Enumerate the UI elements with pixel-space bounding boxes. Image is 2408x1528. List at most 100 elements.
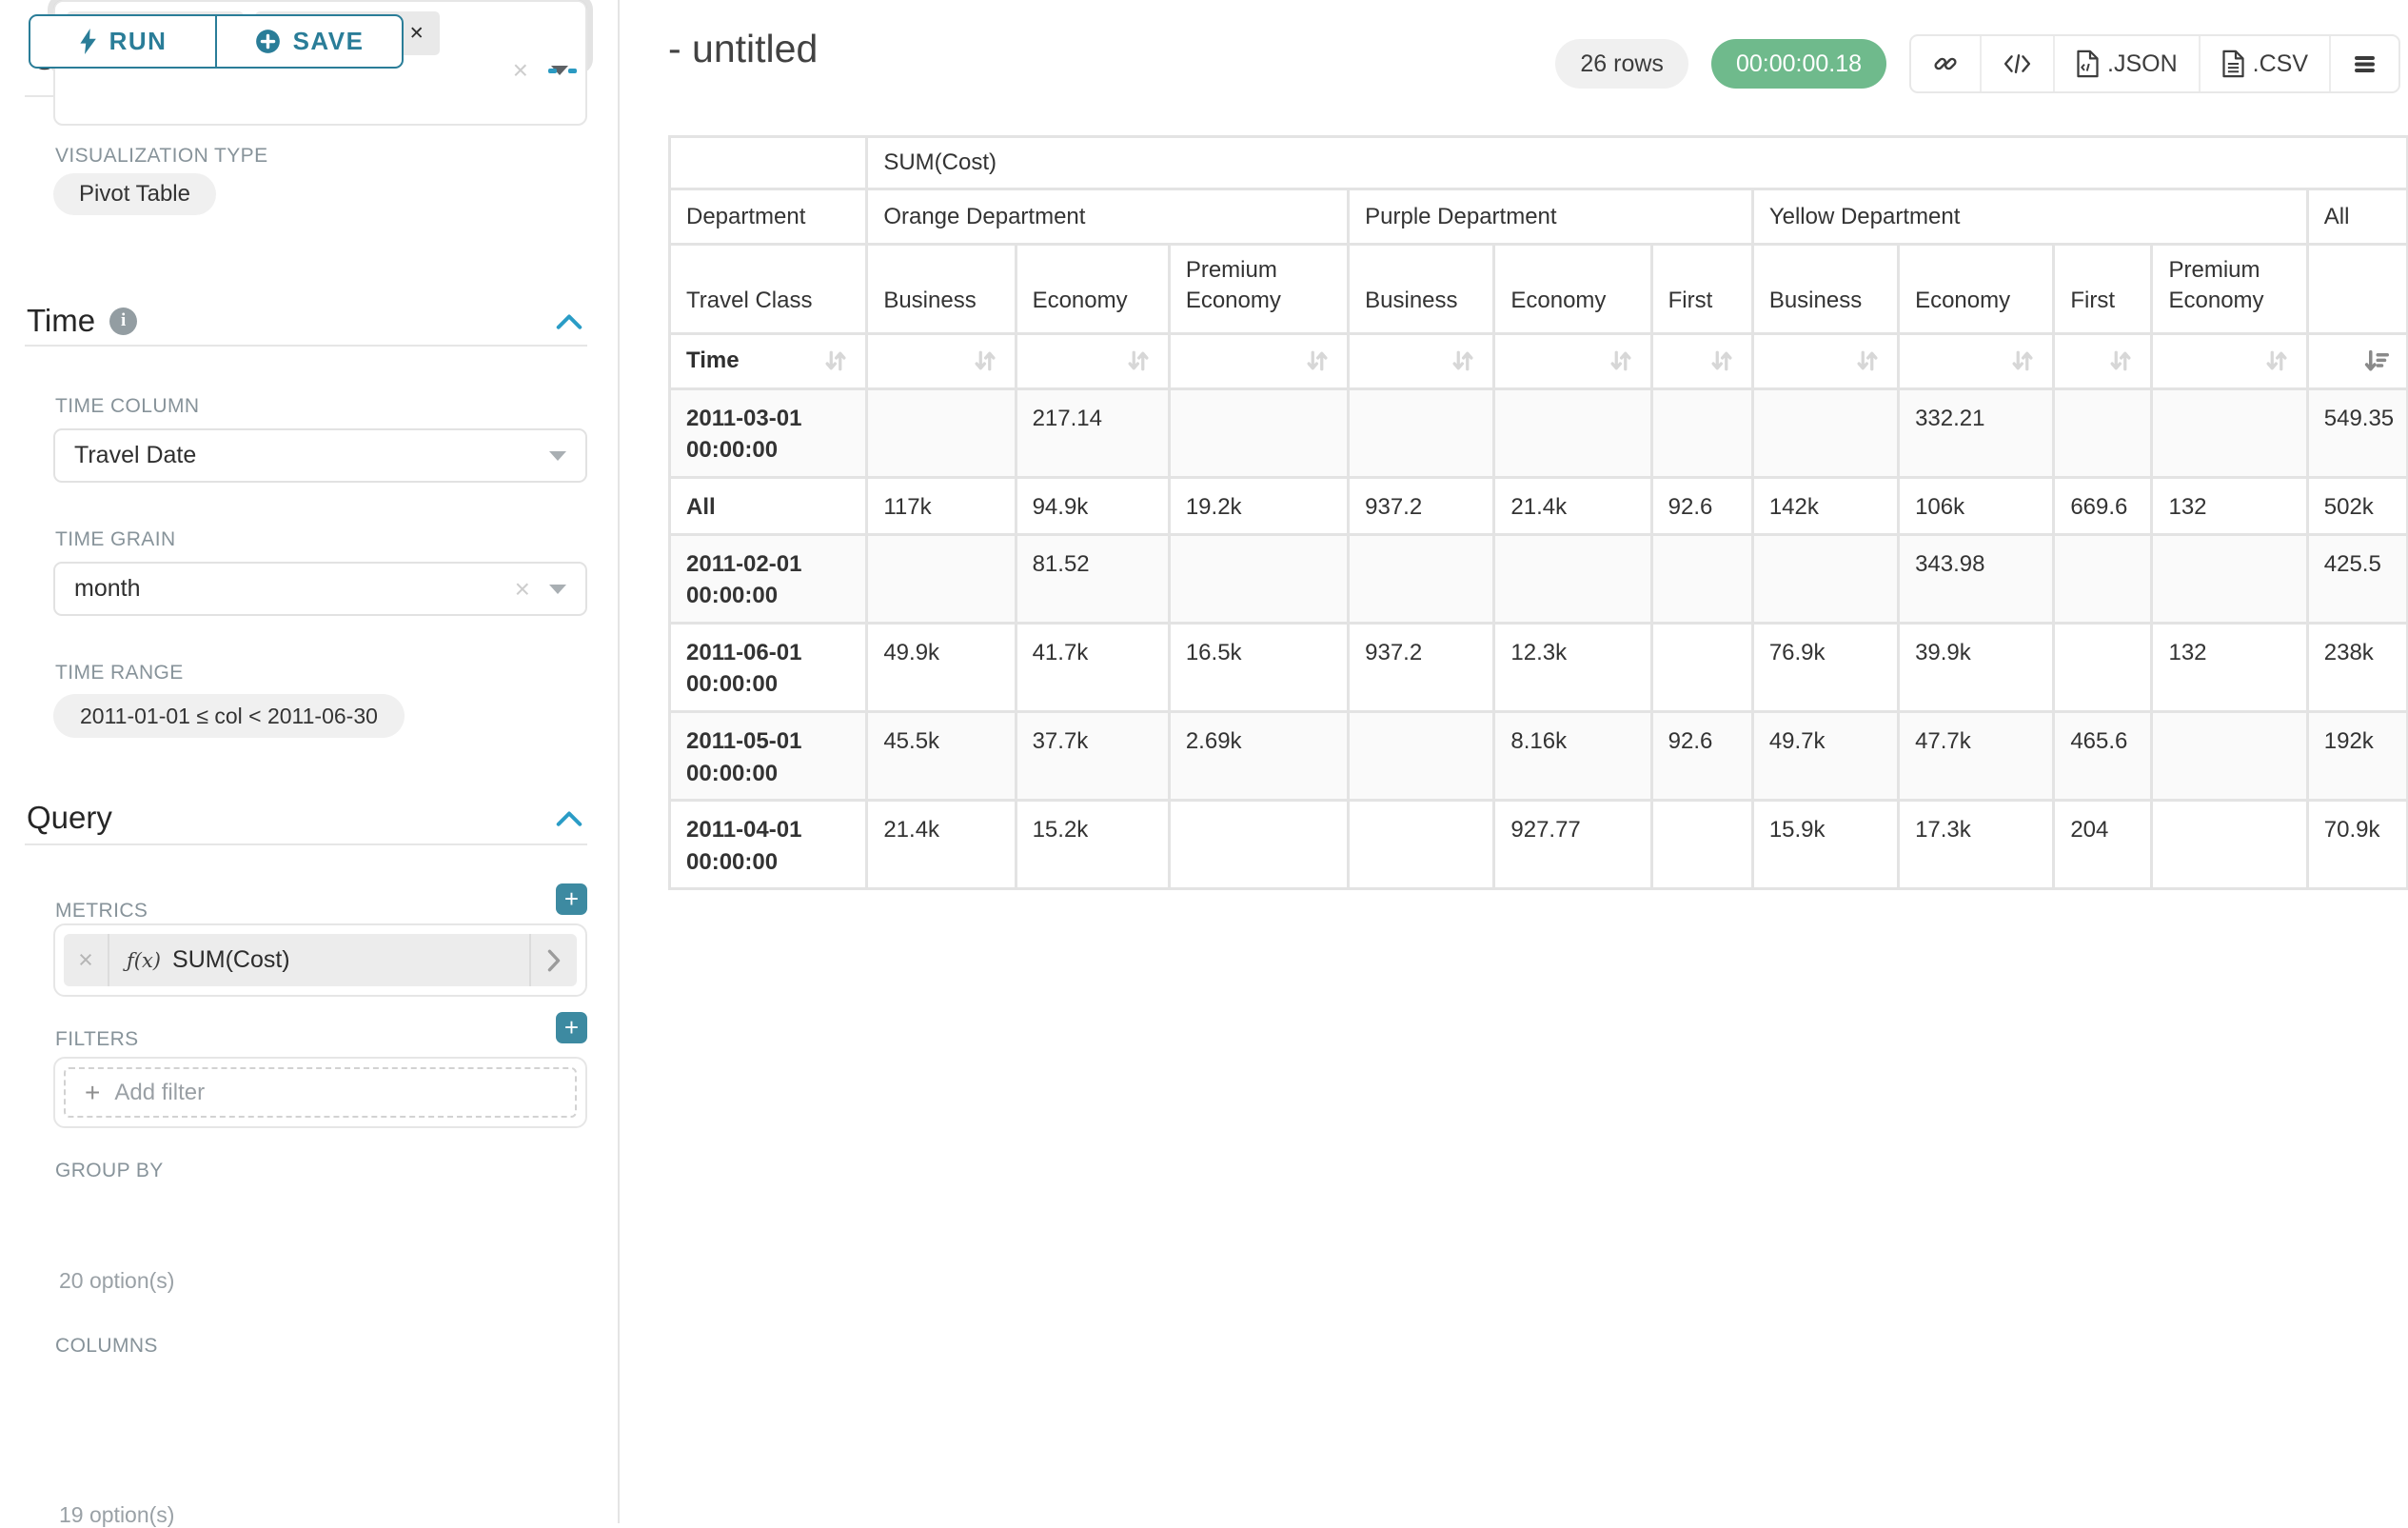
pivot-value-cell (1495, 535, 1650, 622)
pivot-value-cell: 92.6 (1652, 478, 1751, 533)
pivot-value-cell: 937.2 (1350, 624, 1493, 710)
more-options-button[interactable] (2329, 36, 2398, 91)
time-range-label: TIME RANGE (55, 662, 184, 684)
save-button[interactable]: SAVE (215, 16, 402, 67)
metrics-label: METRICS (55, 900, 148, 922)
clear-icon[interactable]: × (514, 573, 530, 604)
filters-list: + Add filter (53, 1057, 587, 1128)
column-sort-cell[interactable] (868, 334, 1015, 387)
time-axis-sort-cell[interactable]: Time (671, 334, 866, 387)
pivot-travel-class-row: Travel Class Business Economy Premium Econo… (671, 246, 2406, 332)
pivot-value-cell: 45.5k (868, 712, 1015, 800)
sort-icon[interactable] (1707, 347, 1736, 375)
pivot-value-cell: 37.7k (1016, 712, 1168, 800)
pivot-value-cell: 19.2k (1170, 478, 1348, 533)
visualization-type-value[interactable]: Pivot Table (53, 173, 216, 215)
time-column-label: TIME COLUMN (55, 395, 200, 417)
column-sort-cell[interactable] (1495, 334, 1650, 387)
pivot-metric-row: SUM(Cost) (671, 138, 2406, 188)
query-section-header: Query (27, 800, 583, 836)
column-sort-cell[interactable] (1016, 334, 1168, 387)
chevron-down-icon (549, 450, 566, 461)
export-json-button[interactable]: .JSON (2053, 36, 2199, 91)
remove-tag-icon[interactable]: ✕ (408, 23, 424, 44)
clear-icon[interactable]: × (512, 55, 528, 85)
chart-title[interactable]: - untitled (668, 27, 819, 70)
pivot-value-cell: 92.6 (1652, 712, 1751, 800)
sort-icon[interactable] (1303, 347, 1332, 375)
column-sort-cell[interactable] (1753, 334, 1898, 387)
department-group-header: All (2308, 190, 2406, 243)
time-row-header: 2011-04-01 00:00:00 (671, 802, 866, 888)
sort-icon[interactable] (1449, 347, 1477, 375)
divider (25, 843, 587, 845)
pivot-department-row: Department Orange Department Purple Depart… (671, 190, 2406, 243)
add-filter-button[interactable]: + (556, 1012, 587, 1043)
run-button[interactable]: RUN (30, 16, 215, 67)
pivot-value-cell: 425.5 (2308, 535, 2406, 622)
pivot-value-cell: 81.52 (1016, 535, 1168, 622)
column-sort-cell[interactable] (1900, 334, 2053, 387)
sort-icon[interactable] (1853, 347, 1882, 375)
travel-class-header: Business (868, 246, 1015, 332)
pivot-value-cell (1350, 712, 1493, 800)
remove-metric-icon[interactable]: × (64, 934, 109, 986)
column-sort-cell[interactable] (1652, 334, 1751, 387)
chevron-up-icon[interactable] (555, 808, 583, 828)
travel-class-header: First (1652, 246, 1751, 332)
column-sort-cell-active[interactable] (2308, 334, 2406, 387)
pivot-data-row: All 117k 94.9k 19.2k 937.2 21.4k 92.6 142k 106k 6… (671, 478, 2406, 533)
lightning-bolt-icon (79, 29, 96, 54)
query-timer-badge: 00:00:00.18 (1710, 39, 1887, 89)
chevron-right-icon (547, 949, 561, 971)
sort-icon[interactable] (1124, 347, 1153, 375)
pivot-value-cell: 217.14 (1016, 389, 1168, 476)
time-row-header: 2011-06-01 00:00:00 (671, 624, 866, 710)
sort-icon[interactable] (821, 347, 850, 375)
export-csv-button[interactable]: .CSV (2198, 36, 2329, 91)
travel-class-header (2308, 246, 2406, 332)
pivot-value-cell: 106k (1900, 478, 2053, 533)
add-filter-placeholder: Add filter (114, 1079, 206, 1105)
department-group-header: Yellow Department (1753, 190, 2306, 243)
code-icon (2003, 53, 2031, 74)
column-sort-cell[interactable] (2153, 334, 2306, 387)
pivot-data-row: 2011-02-01 00:00:00 81.52 343.98 425.5 (671, 535, 2406, 622)
info-icon[interactable]: i (109, 307, 138, 335)
add-filter-dropzone[interactable]: + Add filter (64, 1067, 577, 1118)
pivot-metric-header: SUM(Cost) (868, 138, 2406, 188)
pivot-table-container: SUM(Cost) Department Orange Department Pur… (668, 135, 2408, 891)
sort-desc-active-icon[interactable] (2362, 347, 2391, 375)
share-link-button[interactable] (1911, 36, 1980, 91)
chevron-down-icon[interactable] (551, 66, 568, 75)
travel-class-header: Economy (1900, 246, 2053, 332)
pivot-sort-row: Time (671, 334, 2406, 387)
column-sort-cell[interactable] (1170, 334, 1348, 387)
sort-icon[interactable] (1607, 347, 1635, 375)
time-grain-select[interactable]: month × (53, 562, 587, 616)
view-query-button[interactable] (1980, 36, 2053, 91)
pivot-data-row: 2011-06-01 00:00:00 49.9k 41.7k 16.5k 937.2 1… (671, 624, 2406, 710)
sort-icon[interactable] (2106, 347, 2135, 375)
pivot-value-cell (868, 389, 1015, 476)
metric-name: SUM(Cost) (172, 946, 290, 973)
time-column-select[interactable]: Travel Date (53, 428, 587, 483)
expand-metric-button[interactable] (529, 934, 577, 986)
metric-item[interactable]: × ƒ(x) SUM(Cost) (64, 934, 577, 986)
travel-class-header: Economy (1495, 246, 1650, 332)
travel-class-header: Premium Economy (1170, 246, 1348, 332)
add-metric-button[interactable]: + (556, 883, 587, 915)
sort-icon[interactable] (2008, 347, 2037, 375)
time-range-value[interactable]: 2011-01-01 ≤ col < 2011-06-30 (53, 694, 405, 738)
sort-icon[interactable] (2262, 347, 2291, 375)
hamburger-menu-icon (2355, 55, 2375, 72)
sort-icon[interactable] (971, 347, 999, 375)
json-file-icon (2077, 50, 2099, 78)
pivot-value-cell: 937.2 (1350, 478, 1493, 533)
chevron-up-icon[interactable] (555, 311, 583, 331)
column-sort-cell[interactable] (2055, 334, 2151, 387)
travel-class-header: Economy (1016, 246, 1168, 332)
pivot-value-cell (2153, 712, 2306, 800)
column-sort-cell[interactable] (1350, 334, 1493, 387)
time-section-title: Time (27, 303, 96, 338)
